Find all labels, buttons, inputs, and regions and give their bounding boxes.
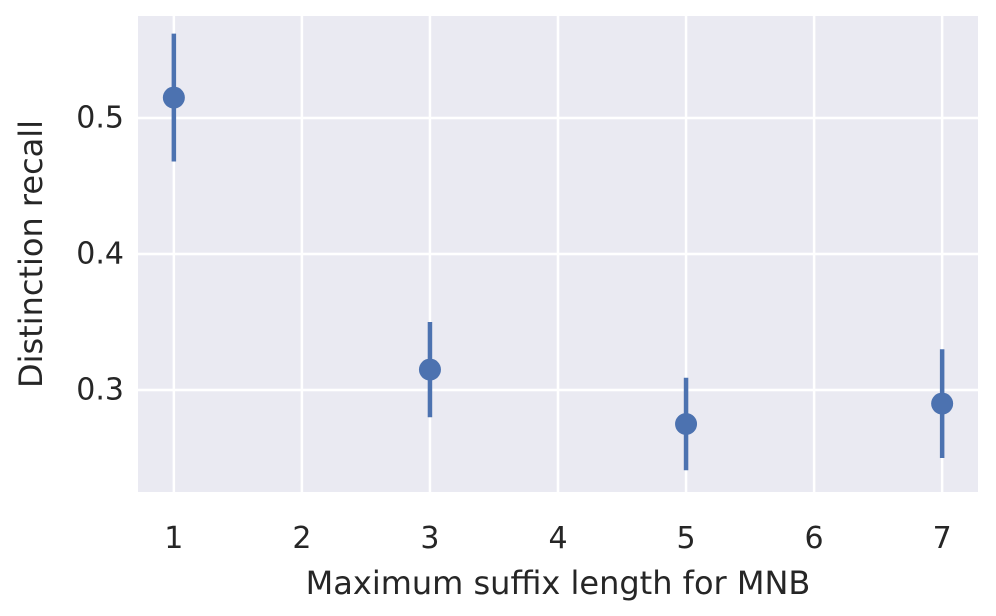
- x-tick-label: 7: [933, 521, 952, 556]
- data-points: [162, 86, 954, 435]
- x-tick-label: 3: [420, 521, 439, 556]
- data-point: [418, 358, 441, 381]
- x-tick-label: 2: [292, 521, 311, 556]
- x-tick-label: 4: [548, 521, 567, 556]
- data-point: [675, 413, 698, 435]
- data-point: [162, 86, 185, 109]
- x-axis-label: Maximum suffix length for MNB: [306, 564, 811, 602]
- x-tick-labels: 1 2 3 4 5 6 7: [164, 521, 951, 556]
- y-tick-label: 0.4: [76, 237, 124, 272]
- data-point: [931, 392, 954, 415]
- x-tick-label: 1: [164, 521, 183, 556]
- x-tick-label: 6: [805, 521, 824, 556]
- y-tick-label: 0.5: [76, 101, 124, 136]
- x-tick-label: 5: [677, 521, 696, 556]
- y-tick-label: 0.3: [76, 373, 124, 408]
- y-tick-labels: 0.3 0.4 0.5: [76, 101, 124, 408]
- y-axis-label: Distinction recall: [12, 120, 50, 388]
